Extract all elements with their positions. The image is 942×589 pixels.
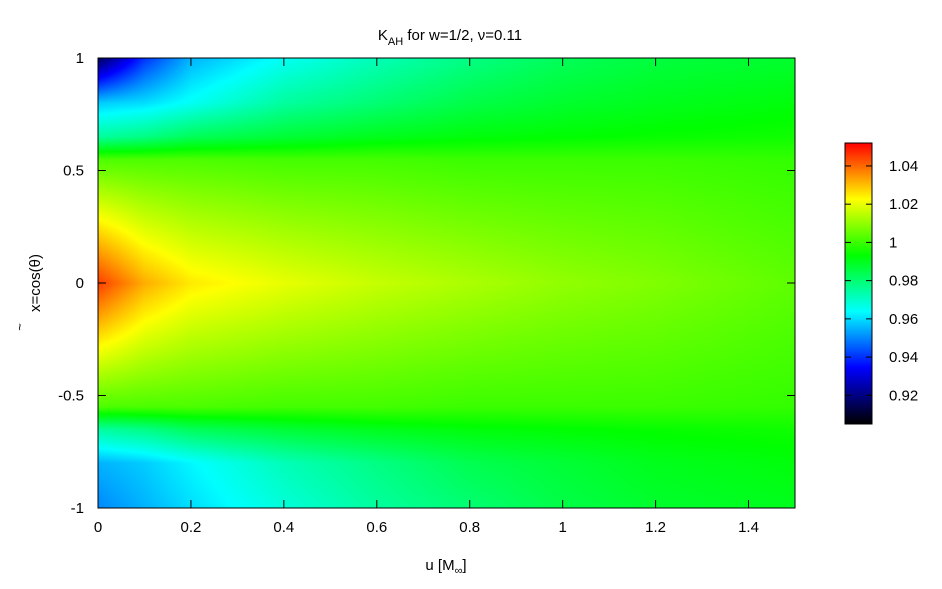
x-tick-label: 0.4 xyxy=(273,519,294,536)
x-tick-label: 0.2 xyxy=(181,519,202,536)
x-axis-label-subscript: ∞ xyxy=(455,565,463,577)
colorbar xyxy=(844,142,873,425)
colorbar-tick-label: 0.96 xyxy=(889,311,918,328)
y-tick-label: 0 xyxy=(76,275,84,292)
colorbar-tick-label: 0.98 xyxy=(889,273,918,290)
colorbar-tick-label: 0.94 xyxy=(889,349,918,366)
x-tick-label: 0.8 xyxy=(459,519,480,536)
x-tick-label: 1 xyxy=(558,519,566,536)
heatmap-raster xyxy=(98,58,795,508)
x-axis-ticks: 0 0.2 0.4 0.6 0.8 1 1.2 1.4 xyxy=(94,58,759,536)
colorbar-tick-label: 1.02 xyxy=(889,196,918,213)
x-tick-label: 0.6 xyxy=(366,519,387,536)
y-tick-label: -0.5 xyxy=(58,388,84,405)
y-axis-label: ~ x=cos(θ) xyxy=(12,254,44,331)
x-tick-label: 0 xyxy=(94,519,102,536)
x-tick-label: 1.4 xyxy=(738,519,759,536)
y-axis-label-tilde: ~ xyxy=(12,323,27,331)
y-tick-label: -1 xyxy=(71,500,84,517)
x-axis-label: u [M∞] xyxy=(425,557,466,577)
y-tick-label: 1 xyxy=(76,50,84,67)
colorbar-tick-label: 0.92 xyxy=(889,387,918,404)
y-axis-label-text: x=cos(θ) xyxy=(27,254,44,312)
x-tick-label: 1.2 xyxy=(645,519,666,536)
chart-title: KAH for w=1/2, ν=0.11 xyxy=(378,27,522,48)
heatmap-field xyxy=(98,58,795,508)
chart-title-subscript: AH xyxy=(388,36,403,48)
colorbar-tick-label: 1.04 xyxy=(889,158,918,175)
colorbar-ticks: 1.04 1.02 1 0.98 0.96 0.94 0.92 xyxy=(845,158,918,404)
y-axis-ticks: 1 0.5 0 -0.5 -1 xyxy=(58,50,795,517)
colorbar-tick-label: 1 xyxy=(889,234,897,251)
y-tick-label: 0.5 xyxy=(63,163,84,180)
